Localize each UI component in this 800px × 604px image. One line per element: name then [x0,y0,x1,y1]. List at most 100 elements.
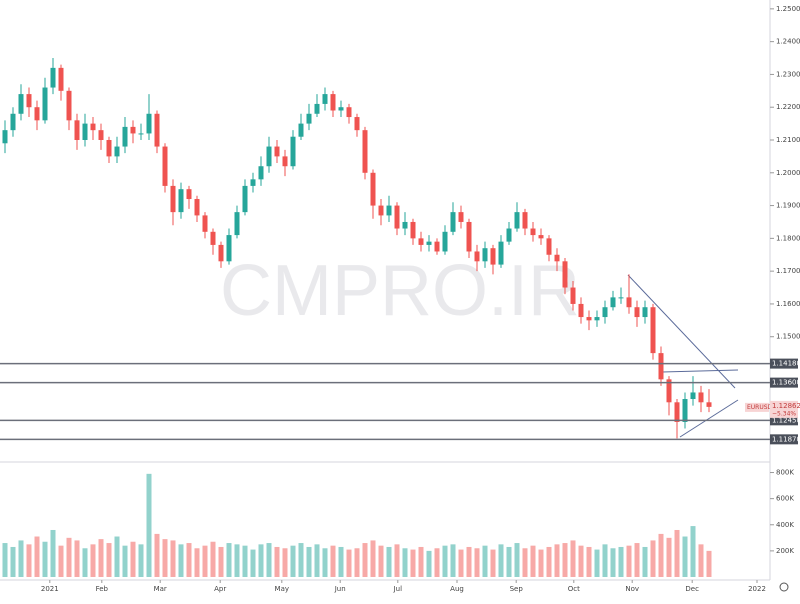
volume-bar [370,540,376,577]
y-tick-label: 1.24000 [776,38,800,46]
candle-body [298,123,304,137]
x-tick-label: Oct [568,585,580,593]
candle-body [354,117,360,131]
volume-bar [106,543,112,577]
x-tick-label: Jul [393,585,403,593]
candle-body [386,205,392,216]
trendline [661,369,739,373]
volume-bar [74,540,80,577]
candle-body [578,303,584,318]
volume-bar [394,544,400,577]
candle-body [66,90,72,121]
candle-body [242,185,248,213]
candle-body [274,146,280,157]
candle-body [562,261,568,288]
candle-body [450,212,456,232]
volume-bar [450,544,456,577]
candle-body [666,379,672,403]
volume-bar [306,546,312,577]
volume-bar [282,548,288,577]
volume-bar [466,546,472,577]
candle-body [170,185,176,213]
candle-body [330,94,336,111]
candle-body [162,146,168,186]
candle-body [226,235,232,262]
settings-icon[interactable] [779,582,789,592]
candle-body [626,297,632,308]
volume-bar [114,536,120,577]
volume-bar [330,545,336,577]
volume-bar [498,544,504,577]
level-label: 1.11870 [772,435,800,443]
level-label-box [770,415,798,426]
volume-bar [242,545,248,577]
volume-bar [130,541,136,577]
candle-body [698,392,704,403]
y2-tick-label: 800K [776,469,794,477]
volume-bar [426,550,432,577]
candle-body [194,199,200,216]
volume-bar [578,545,584,577]
volume-bar [546,546,552,577]
candle-body [658,353,664,380]
volume-bar [682,536,688,577]
volume-bar [354,548,360,577]
y-tick-label: 1.25000 [776,5,800,13]
y-tick-label: 1.20000 [776,169,800,177]
trendline [679,399,739,438]
y-tick-label: 1.21000 [776,136,800,144]
volume-bar [562,543,568,577]
volume-bar [146,473,152,577]
candle-body [442,231,448,252]
level-label: 1.12450 [772,416,800,424]
volume-bar [186,543,192,577]
volume-bar [98,539,104,577]
candle-body [594,317,600,321]
x-tick-label: Mar [154,585,167,593]
candle-body [306,113,312,124]
y-tick-label: 1.17000 [776,267,800,275]
candle-body [618,297,624,299]
volume-bar [506,546,512,577]
candle-body [258,166,264,180]
volume-bar [138,544,144,577]
y2-tick-label: 400K [776,521,794,529]
volume-bar [258,544,264,577]
volume-bar [690,526,696,577]
volume-bar [226,543,232,577]
candle-body [546,238,552,255]
level-label-box [770,358,798,369]
x-tick-label: Feb [96,585,109,593]
volume-bar [42,541,48,577]
symbol-tag [745,402,769,412]
watermark: CMPRO.IR [220,251,580,331]
volume-bar [618,546,624,577]
trendline [627,274,736,389]
candle-body [514,212,520,229]
candle-body [554,254,560,262]
volume-bar [642,546,648,577]
volume-bar [490,549,496,577]
volume-bar [586,546,592,577]
candle-body [650,307,656,354]
candle-body [506,228,512,242]
candle-body [186,189,192,200]
candle-body [394,205,400,229]
level-label-box [770,377,798,388]
candle-body [202,215,208,232]
candle-body [122,126,128,147]
candle-body [434,241,440,252]
candle-body [338,107,344,111]
x-tick-label: Nov [625,585,639,593]
y-tick-label: 1.19000 [776,202,800,210]
candle-body [682,399,688,422]
volume-bar [434,548,440,577]
candle-body [314,103,320,114]
candle-body [706,402,712,407]
candle-body [90,123,96,131]
candle-body [466,221,472,252]
candle-body [130,126,136,134]
symbol-label: EURUSD [747,404,773,411]
